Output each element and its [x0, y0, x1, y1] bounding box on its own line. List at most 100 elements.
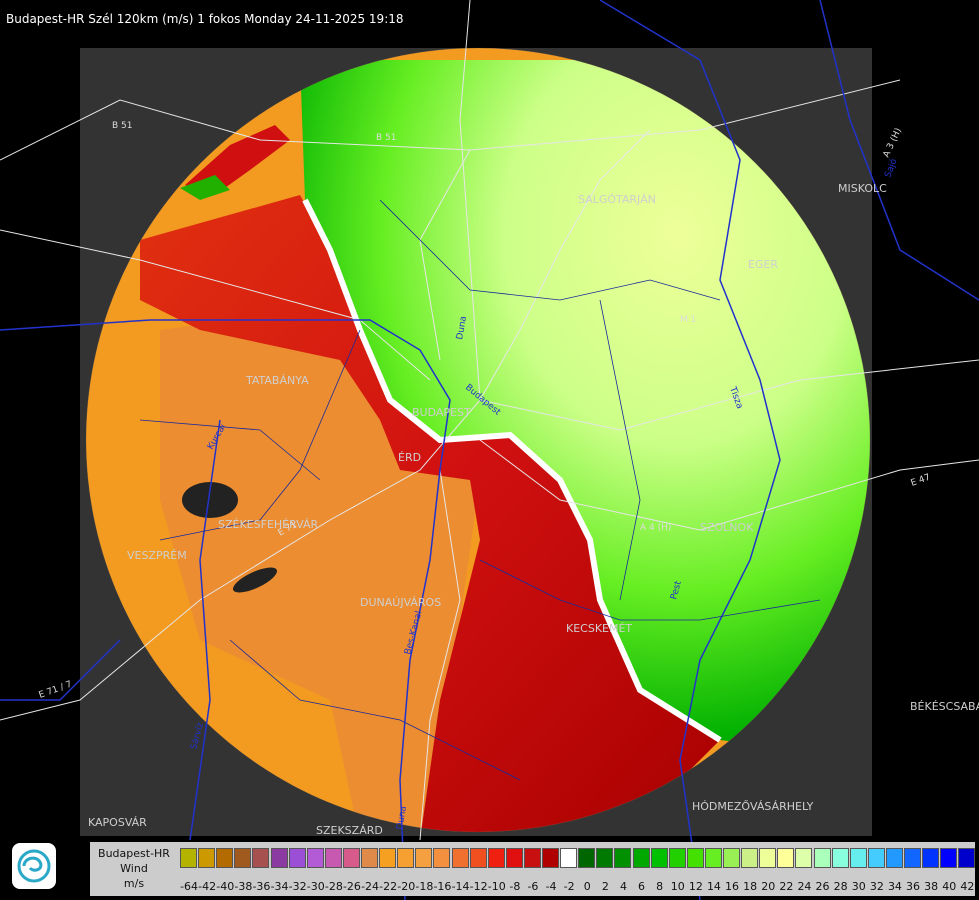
- city-label: SZOLNOK: [700, 521, 754, 534]
- city-label: KAPOSVÁR: [88, 816, 147, 829]
- legend-swatch: [922, 848, 940, 868]
- legend-swatch: [180, 848, 198, 868]
- legend-quantity: Wind: [120, 862, 148, 875]
- legend-swatch: [668, 848, 686, 868]
- legend-tick: -38: [234, 880, 253, 893]
- legend-tick: 40: [942, 880, 957, 893]
- legend-swatch: [741, 848, 759, 868]
- legend-swatch: [469, 848, 487, 868]
- legend-swatch: [940, 848, 958, 868]
- legend-tick: -36: [252, 880, 271, 893]
- legend-tick: 36: [906, 880, 921, 893]
- legend-tick: -18: [415, 880, 434, 893]
- legend-tick: 12: [688, 880, 703, 893]
- legend-swatch: [831, 848, 849, 868]
- legend-tick: 4: [619, 880, 627, 893]
- road-label: A 3 (H): [882, 127, 904, 160]
- legend-swatch: [216, 848, 234, 868]
- fold-line: [302, 198, 722, 743]
- legend-unit: m/s: [123, 877, 145, 890]
- legend-swatch: [578, 848, 596, 868]
- legend-swatch: [361, 848, 379, 868]
- legend-tick: -20: [397, 880, 416, 893]
- city-label: SALGÓTARJÁN: [578, 193, 656, 206]
- legend-tick: 34: [887, 880, 902, 893]
- legend-tick: 0: [583, 880, 591, 893]
- legend-tick: 30: [851, 880, 866, 893]
- legend-tick: -34: [270, 880, 289, 893]
- legend-tick: -10: [487, 880, 506, 893]
- city-label: HÓDMEZŐVÁSÁRHELY: [692, 799, 814, 813]
- range-ring: [85, 47, 871, 833]
- legend-tick: -42: [198, 880, 217, 893]
- legend-swatch: [614, 848, 632, 868]
- city-label: EGER: [748, 258, 778, 271]
- legend-swatch: [777, 848, 795, 868]
- echo-gap: [182, 482, 238, 518]
- legend-tick: 28: [833, 880, 848, 893]
- river-label: Sajó: [882, 157, 899, 179]
- legend-tick: -24: [361, 880, 380, 893]
- legend-tick: -40: [216, 880, 235, 893]
- legend-swatch: [234, 848, 252, 868]
- legend-swatch: [505, 848, 523, 868]
- legend-swatch: [849, 848, 867, 868]
- legend-tick: -32: [288, 880, 307, 893]
- legend-tick: -30: [306, 880, 325, 893]
- river-label: Pest: [669, 580, 684, 601]
- legend-tick: 20: [761, 880, 776, 893]
- legend-tick: 14: [706, 880, 721, 893]
- legend-tick: 6: [638, 880, 646, 893]
- road-label: E 47: [910, 473, 932, 489]
- legend-swatch: [252, 848, 270, 868]
- legend-tick: 10: [670, 880, 685, 893]
- legend-tick: 38: [924, 880, 939, 893]
- legend-tick: -8: [509, 880, 521, 893]
- road-label: B 51: [112, 121, 133, 131]
- city-label: DUNAÚJVÁROS: [360, 596, 441, 609]
- legend-swatch: [867, 848, 885, 868]
- legend-tick: -16: [433, 880, 452, 893]
- legend-swatch: [198, 848, 216, 868]
- legend-swatch: [885, 848, 903, 868]
- legend-tick: 16: [725, 880, 740, 893]
- road-label: M 1: [680, 315, 696, 325]
- city-label: BUDAPEST: [412, 406, 471, 419]
- legend-swatch: [306, 848, 324, 868]
- legend-tick: 2: [601, 880, 609, 893]
- legend-swatch: [596, 848, 614, 868]
- legend-swatch: [487, 848, 505, 868]
- city-label: ÉRD: [398, 451, 421, 464]
- echo-gap: [232, 567, 278, 593]
- legend-tick: -64: [180, 880, 199, 893]
- legend-swatch: [560, 848, 578, 868]
- city-label: KECSKEMÉT: [566, 622, 632, 635]
- legend-swatch: [270, 848, 288, 868]
- legend-swatch: [704, 848, 722, 868]
- legend-swatch: [342, 848, 360, 868]
- city-label: VESZPRÉM: [127, 549, 187, 562]
- legend-title: Budapest-HR Wind m/s: [90, 842, 178, 896]
- legend-swatch: [723, 848, 741, 868]
- legend-swatch: [288, 848, 306, 868]
- legend-swatch: [958, 848, 976, 868]
- legend-tick: 24: [797, 880, 812, 893]
- legend-swatch: [759, 848, 777, 868]
- legend-tick: -22: [379, 880, 398, 893]
- river-label: Duna: [455, 315, 469, 340]
- legend-tick: -4: [545, 880, 557, 893]
- legend-swatch: [523, 848, 541, 868]
- nw-echo-green: [180, 175, 230, 200]
- legend-swatch: [542, 848, 560, 868]
- legend-swatch: [415, 848, 433, 868]
- legend-swatch: [686, 848, 704, 868]
- legend-swatch: [397, 848, 415, 868]
- legend-tick: 32: [869, 880, 884, 893]
- legend-tick: -12: [469, 880, 488, 893]
- city-label: SZÉKESFEHÉRVÁR: [218, 518, 319, 531]
- legend-swatch: [324, 848, 342, 868]
- legend-tick: 42: [960, 880, 975, 893]
- city-labels: SALGÓTARJÁN EGER MISKOLC TATABÁNYA BUDAP…: [88, 182, 979, 837]
- map-title: Budapest-HR Szél 120km (m/s) 1 fokos Mon…: [6, 12, 404, 26]
